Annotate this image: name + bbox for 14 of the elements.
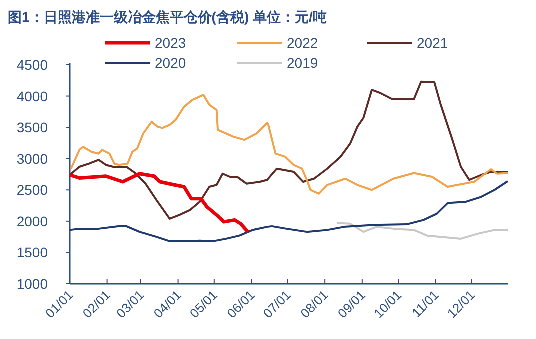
y-tick-label: 3500 bbox=[16, 120, 48, 136]
legend-label: 2021 bbox=[417, 35, 448, 51]
y-tick-label: 1500 bbox=[16, 244, 48, 261]
chart-title: 图1：日照港准一级冶金焦平仓价(含税) 单位：元/吨 bbox=[8, 9, 327, 25]
legend-label: 2020 bbox=[155, 55, 186, 71]
y-tick-label: 2500 bbox=[16, 182, 48, 198]
legend-label: 2022 bbox=[287, 35, 318, 51]
y-tick-label: 2000 bbox=[16, 213, 48, 230]
legend-label: 2019 bbox=[287, 55, 318, 71]
legend-label: 2023 bbox=[155, 35, 186, 51]
y-tick-label: 4500 bbox=[16, 57, 48, 73]
y-tick-label: 3000 bbox=[16, 150, 48, 167]
y-tick-label: 4000 bbox=[16, 88, 48, 104]
y-tick-label: 1000 bbox=[16, 276, 48, 292]
